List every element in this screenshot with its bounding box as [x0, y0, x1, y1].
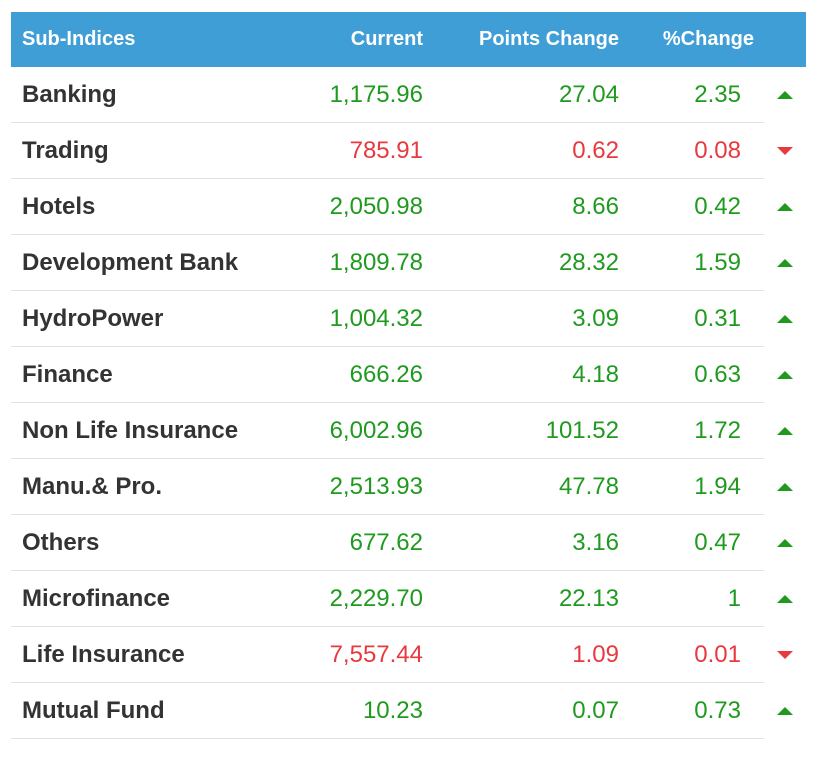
row-trend-cell [764, 291, 806, 346]
row-current: 1,004.32 [329, 304, 423, 332]
row-points-change: 0.62 [572, 136, 619, 164]
row-trend-cell [764, 627, 806, 682]
row-current: 2,050.98 [329, 192, 423, 220]
row-name: Life Insurance [22, 640, 185, 668]
row-current: 10.23 [362, 696, 423, 724]
triangle-up-icon [777, 482, 793, 491]
row-points-change: 101.52 [545, 416, 619, 444]
triangle-up-icon [777, 370, 793, 379]
table-row: Finance 666.26 4.18 0.63 [11, 347, 793, 403]
table-row: Development Bank 1,809.78 28.32 1.59 [11, 235, 793, 291]
row-points-change: 8.66 [572, 192, 619, 220]
row-points-change: 47.78 [558, 472, 619, 500]
row-trend-cell [764, 347, 806, 402]
table-row: Microfinance 2,229.70 22.13 1 [11, 571, 793, 627]
row-trend-cell [764, 571, 806, 626]
row-pct-change: 0.01 [694, 640, 741, 668]
row-trend-cell [764, 179, 806, 234]
row-name: Development Bank [22, 248, 239, 276]
row-trend-cell [764, 459, 806, 514]
row-name: Non Life Insurance [22, 416, 239, 444]
row-current: 785.91 [349, 136, 423, 164]
table-row: HydroPower 1,004.32 3.09 0.31 [11, 291, 793, 347]
row-current: 677.62 [349, 528, 423, 556]
row-trend-cell [764, 403, 806, 458]
table-row: Manu.& Pro. 2,513.93 47.78 1.94 [11, 459, 793, 515]
row-pct-change: 0.42 [694, 192, 741, 220]
row-name: Trading [22, 136, 109, 164]
row-name: Mutual Fund [22, 696, 165, 724]
row-pct-change: 0.31 [694, 304, 741, 332]
row-pct-change: 1.94 [694, 472, 741, 500]
row-name: Microfinance [22, 584, 171, 612]
row-pct-change: 2.35 [694, 80, 741, 108]
row-points-change: 1.09 [572, 640, 619, 668]
table-row: Hotels 2,050.98 8.66 0.42 [11, 179, 793, 235]
row-current: 2,513.93 [329, 472, 423, 500]
row-points-change: 22.13 [558, 584, 619, 612]
triangle-up-icon [777, 90, 793, 99]
row-current: 666.26 [349, 360, 423, 388]
row-trend-cell [764, 67, 806, 122]
header-points-change: Points Change [478, 28, 619, 50]
header-current: Current [350, 28, 423, 50]
header-pct-change: %Change [662, 28, 754, 50]
row-current: 1,175.96 [329, 80, 423, 108]
row-trend-cell [764, 235, 806, 290]
row-name: HydroPower [22, 304, 164, 332]
row-name: Finance [22, 360, 113, 388]
row-pct-change: 1 [727, 584, 741, 612]
table-row: Banking 1,175.96 27.04 2.35 [11, 67, 793, 123]
triangle-up-icon [777, 426, 793, 435]
row-pct-change: 0.63 [694, 360, 741, 388]
row-points-change: 28.32 [558, 248, 619, 276]
table-row: Others 677.62 3.16 0.47 [11, 515, 793, 571]
row-pct-change: 1.59 [694, 248, 741, 276]
row-points-change: 4.18 [572, 360, 619, 388]
row-pct-change: 0.73 [694, 696, 741, 724]
triangle-down-icon [777, 650, 793, 659]
row-current: 1,809.78 [329, 248, 423, 276]
row-current: 7,557.44 [329, 640, 423, 668]
row-pct-change: 1.72 [694, 416, 741, 444]
sub-indices-table: Sub-Indices Current Points Change %Chang… [11, 12, 806, 739]
table-row: Trading 785.91 0.62 0.08 [11, 123, 793, 179]
header-sub-indices: Sub-Indices [22, 28, 136, 50]
triangle-up-icon [777, 258, 793, 267]
row-points-change: 3.16 [572, 528, 619, 556]
table-body: Banking 1,175.96 27.04 2.35 Trading 785.91 0.6… [11, 67, 806, 739]
row-points-change: 27.04 [558, 80, 619, 108]
row-points-change: 0.07 [572, 696, 619, 724]
row-points-change: 3.09 [572, 304, 619, 332]
row-trend-cell [764, 515, 806, 570]
row-pct-change: 0.08 [694, 136, 741, 164]
table-row: Life Insurance 7,557.44 1.09 0.01 [11, 627, 793, 683]
row-current: 6,002.96 [329, 416, 423, 444]
table-row: Mutual Fund 10.23 0.07 0.73 [11, 683, 793, 739]
triangle-up-icon [777, 594, 793, 603]
row-trend-cell [764, 123, 806, 178]
triangle-up-icon [777, 314, 793, 323]
table-header: Sub-Indices Current Points Change %Chang… [11, 12, 806, 67]
row-name: Others [22, 528, 100, 556]
row-current: 2,229.70 [329, 584, 423, 612]
row-name: Banking [22, 80, 117, 108]
triangle-down-icon [777, 146, 793, 155]
row-trend-cell [764, 683, 806, 738]
row-name: Hotels [22, 192, 96, 220]
row-name: Manu.& Pro. [22, 472, 163, 500]
table-row: Non Life Insurance 6,002.96 101.52 1.72 [11, 403, 793, 459]
triangle-up-icon [777, 538, 793, 547]
triangle-up-icon [777, 706, 793, 715]
row-pct-change: 0.47 [694, 528, 741, 556]
triangle-up-icon [777, 202, 793, 211]
